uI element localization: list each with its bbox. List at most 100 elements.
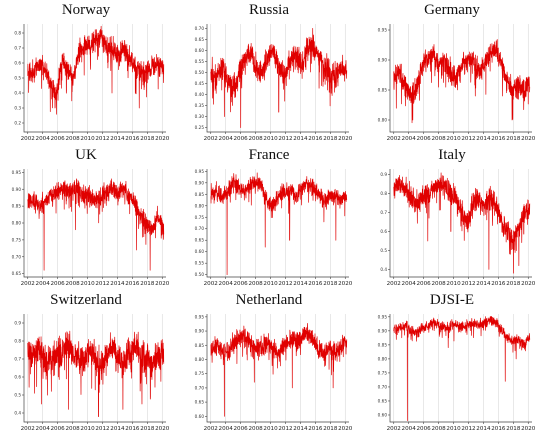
y-tick-label: 0.25 (195, 125, 205, 130)
y-tick-label: 0.2 (14, 121, 21, 126)
series-line (27, 25, 165, 115)
panel-italy: Italy 0.9 0.8 0.7 0.6 0.5 0.4 2002 2004 2006 2008… (366, 145, 538, 287)
y-tick-label: 0.95 (378, 28, 388, 33)
x-tick-label: 2008 (65, 426, 80, 432)
y-tick-label: 0.80 (195, 357, 205, 362)
plot-russia: 0.70 0.65 0.60 0.55 0.50 0.45 0.40 0.35 0.30 0.25… (195, 24, 353, 142)
x-tick-label: 2004 (402, 136, 417, 142)
x-tick-label: 2010 (80, 426, 95, 432)
chart-title: Germany (424, 2, 480, 18)
y-tick-label: 0.60 (195, 48, 205, 53)
axis (23, 169, 166, 278)
x-tick-label: 2006 (51, 136, 66, 142)
x-tick-label: 2016 (125, 136, 140, 142)
x-tick-label: 2014 (476, 281, 491, 287)
y-tick-label: 0.85 (195, 192, 205, 197)
x-tick-label: 2012 (95, 426, 109, 432)
x-tick-label: 2002 (204, 281, 218, 287)
x-tick-label: 2014 (110, 426, 125, 432)
x-tick-label: 2020 (338, 426, 353, 432)
x-tick-label: 2010 (446, 281, 461, 287)
x-tick-label: 2002 (21, 136, 35, 142)
x-tick-label: 2020 (338, 136, 353, 142)
y-tick-label: 0.6 (14, 375, 21, 380)
chart-title: Italy (438, 147, 466, 163)
x-tick-label: 2008 (248, 426, 263, 432)
x-tick-label: 2020 (521, 281, 536, 287)
x-tick-label: 2010 (446, 136, 461, 142)
x-tick-label: 2010 (263, 426, 278, 432)
plot-netherland: 0.95 0.90 0.85 0.80 0.75 0.70 0.65 0.60 2002 2004… (195, 314, 353, 432)
y-tick-label: 0.7 (14, 46, 21, 51)
axis (206, 314, 349, 423)
y-tick-label: 0.85 (195, 343, 205, 348)
axis (23, 24, 166, 133)
y-tick-label: 0.9 (14, 321, 21, 326)
y-tick-label: 0.8 (380, 191, 387, 196)
y-tick-label: 0.65 (378, 398, 388, 403)
panel-russia: Russia 0.70 0.65 0.60 0.55 0.50 0.45 0.40 0.35 0… (183, 0, 355, 142)
axis (206, 24, 349, 133)
y-tick-label: 0.60 (378, 412, 388, 417)
axis (389, 169, 532, 278)
x-tick-label: 2018 (323, 136, 338, 142)
x-tick-label: 2004 (402, 281, 417, 287)
y-tick-label: 0.70 (12, 254, 22, 259)
x-tick-label: 2008 (65, 281, 80, 287)
y-tick-label: 0.80 (378, 356, 388, 361)
x-tick-label: 2008 (65, 136, 80, 142)
chart-title: Netherland (235, 292, 303, 308)
y-tick-label: 0.90 (195, 180, 205, 185)
x-tick-label: 2002 (204, 136, 218, 142)
x-tick-label: 2014 (293, 281, 308, 287)
x-tick-label: 2006 (234, 426, 249, 432)
series-line (393, 172, 531, 274)
y-tick-label: 0.65 (12, 271, 22, 276)
x-tick-label: 2012 (278, 281, 292, 287)
x-tick-label: 2016 (491, 136, 506, 142)
y-tick-label: 0.65 (195, 400, 205, 405)
x-tick-label: 2004 (36, 136, 51, 142)
x-tick-label: 2016 (125, 426, 140, 432)
series-line (27, 330, 165, 417)
y-tick-label: 0.85 (12, 204, 22, 209)
y-tick-label: 0.7 (14, 357, 21, 362)
x-tick-label: 2002 (387, 136, 401, 142)
x-tick-label: 2012 (461, 136, 475, 142)
x-tick-label: 2006 (417, 281, 432, 287)
x-tick-label: 2018 (506, 426, 521, 432)
x-tick-label: 2018 (140, 281, 155, 287)
y-tick-label: 0.8 (14, 31, 21, 36)
x-tick-label: 2014 (110, 136, 125, 142)
x-tick-label: 2018 (140, 426, 155, 432)
x-tick-label: 2004 (36, 426, 51, 432)
x-tick-label: 2004 (402, 426, 417, 432)
x-tick-label: 2008 (248, 136, 263, 142)
chart-title: Russia (248, 2, 289, 18)
y-tick-label: 0.5 (14, 76, 21, 81)
x-tick-label: 2016 (308, 281, 323, 287)
panel-norway: Norway 0.8 0.7 0.6 0.5 0.4 0.3 0.2 2002 2004 2006… (0, 0, 172, 142)
x-tick-label: 2018 (140, 136, 155, 142)
y-tick-label: 0.90 (378, 58, 388, 63)
x-tick-label: 2008 (431, 426, 446, 432)
y-tick-label: 0.7 (380, 210, 387, 215)
y-tick-label: 0.30 (195, 114, 205, 119)
x-tick-label: 2002 (21, 281, 35, 287)
x-tick-label: 2018 (506, 281, 521, 287)
y-tick-label: 0.4 (14, 91, 21, 96)
chart-title: UK (75, 147, 97, 163)
x-tick-label: 2018 (506, 136, 521, 142)
x-tick-label: 2008 (431, 136, 446, 142)
y-tick-label: 0.75 (378, 370, 388, 375)
y-tick-label: 0.70 (195, 385, 205, 390)
y-tick-label: 0.60 (195, 249, 205, 254)
axis (206, 169, 349, 278)
x-tick-label: 2016 (125, 281, 140, 287)
panel-djsi-e: DJSI-E 0.95 0.90 0.85 0.80 0.75 0.70 0.65 0.60 2… (366, 290, 538, 432)
x-tick-label: 2006 (234, 281, 249, 287)
y-tick-label: 0.5 (380, 248, 387, 253)
y-tick-label: 0.75 (195, 371, 205, 376)
